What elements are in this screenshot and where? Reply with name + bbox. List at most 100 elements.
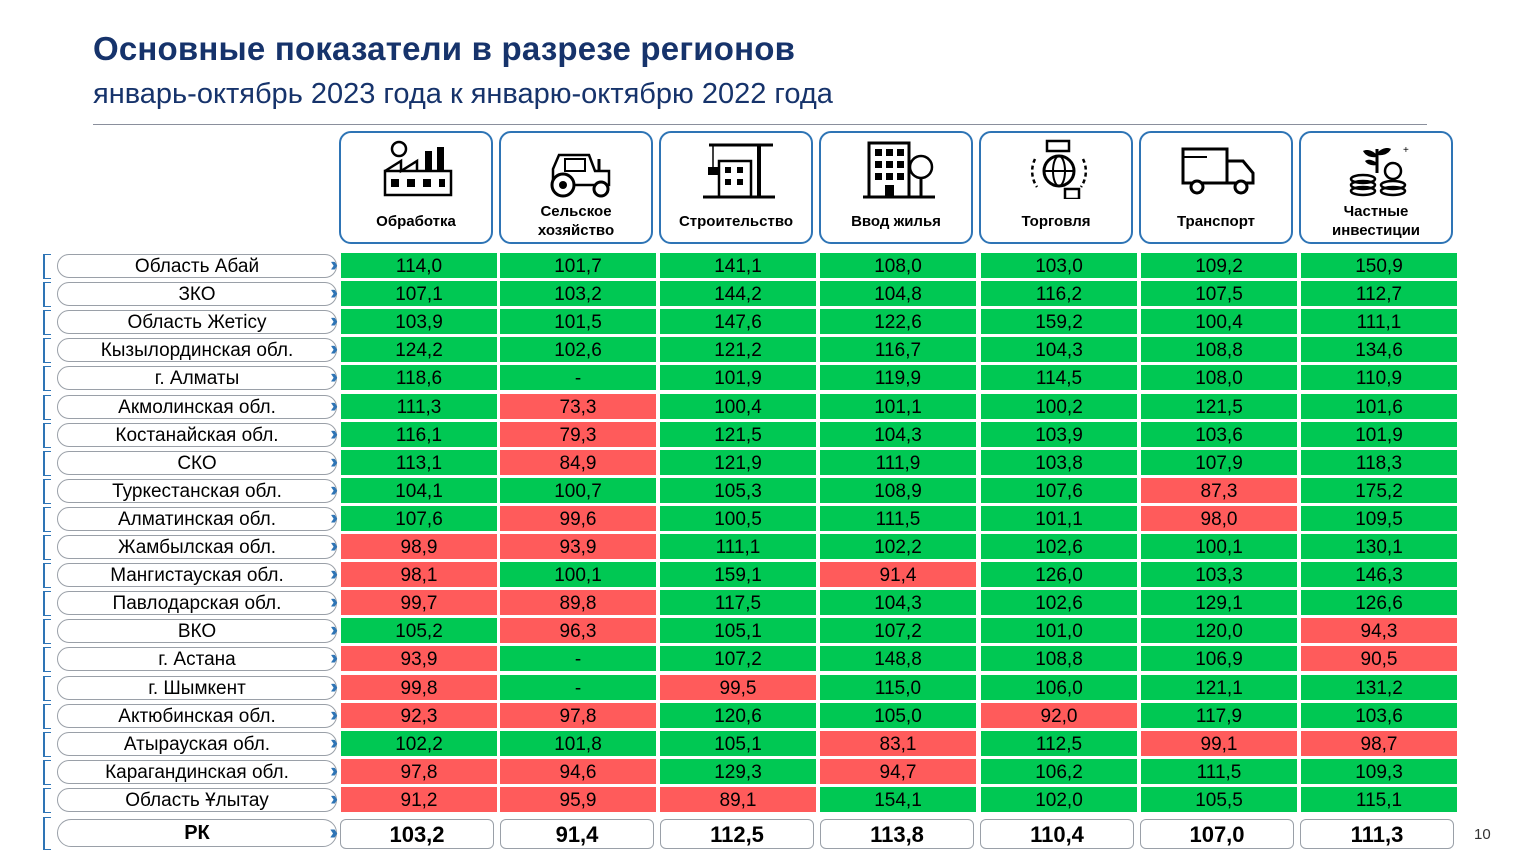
- double-chevron-icon: ››: [330, 395, 337, 417]
- value-cell: 129,1: [1141, 590, 1297, 616]
- value-cell: 105,2: [341, 618, 497, 644]
- value-cell: 102,2: [341, 730, 497, 756]
- value-cell: 109,2: [1141, 253, 1297, 278]
- table-row: г. Шымкент ›› 99,8-99,5 115,0 106,0 121,1 131,…: [0, 674, 1516, 703]
- value-cell: 99,5: [660, 674, 816, 700]
- value-cell: 107,5: [1141, 281, 1297, 307]
- region-label: Область Ұлытау ››: [57, 787, 337, 812]
- factory-icon: [383, 140, 453, 197]
- value-cell: 121,5: [660, 421, 816, 447]
- value-cell: 118,6: [341, 365, 497, 391]
- double-chevron-icon: ››: [330, 648, 337, 670]
- region-name: Атырауская обл.: [123, 733, 271, 755]
- value-cell: 100,1: [500, 562, 656, 588]
- double-chevron-icon: ››: [330, 311, 337, 333]
- region-label: Павлодарская обл. ››: [57, 591, 337, 616]
- double-chevron-icon: ››: [330, 339, 337, 361]
- table-row: Жамбылская обл. ›› 98,9 93,9 111,1 102,2 102,6…: [0, 534, 1516, 562]
- value-cell: 108,8: [1141, 337, 1297, 363]
- column-header: Строительство: [659, 131, 813, 244]
- value-cell: 106,2: [981, 758, 1137, 784]
- value-cell: 79,3: [500, 421, 656, 447]
- value-cell: 105,5: [1141, 786, 1297, 812]
- value-cell: 90,5: [1301, 646, 1457, 672]
- region-label: Туркестанская обл. ››: [57, 478, 337, 503]
- value-cell: 99,7: [341, 590, 497, 616]
- region-name: Туркестанская обл.: [112, 480, 282, 502]
- value-cell: 101,9: [660, 365, 816, 391]
- region-name: Область Абай: [134, 256, 260, 277]
- value-cell: 98,9: [341, 534, 497, 559]
- value-cell: 111,1: [660, 534, 816, 559]
- column-header-label: Частные инвестиции: [1331, 203, 1421, 239]
- value-cell: 111,5: [820, 505, 976, 531]
- region-name: Павлодарская обл.: [112, 593, 282, 615]
- value-cell: 108,0: [1141, 365, 1297, 391]
- value-cell: 97,8: [500, 702, 656, 728]
- value-cell: 87,3: [1141, 477, 1297, 503]
- column-header: Обработка: [339, 131, 493, 244]
- value-cell: 103,2: [500, 281, 656, 307]
- value-cell: 101,9: [1301, 421, 1457, 447]
- value-cell: 122,6: [820, 309, 976, 335]
- region-name: г. Астана: [158, 649, 236, 671]
- table-row: Актюбинская обл. ›› 92,3 97,8 120,6 105,0 92,0…: [0, 702, 1516, 731]
- value-cell: 103,6: [1141, 421, 1297, 447]
- value-cell: 96,3: [500, 618, 656, 644]
- value-cell: 121,1: [1141, 674, 1297, 700]
- value-cell: 101,7: [500, 253, 656, 278]
- row-bracket: [43, 478, 51, 504]
- value-cell: 154,1: [820, 786, 976, 812]
- row-bracket: [43, 394, 51, 420]
- value-cell: 104,3: [981, 337, 1137, 363]
- table-row: Область Жетісу ›› 103,9 101,5 147,6 122,6 159,…: [0, 309, 1516, 337]
- value-cell: 100,7: [500, 477, 656, 503]
- value-cell: 89,8: [500, 590, 656, 616]
- value-cell: 148,8: [820, 646, 976, 672]
- table-row: Туркестанская обл. ›› 104,1 100,7 105,3 108,9…: [0, 477, 1516, 506]
- row-bracket: [43, 647, 51, 673]
- column-header-label: Строительство: [678, 212, 794, 230]
- table-row: Атырауская обл. ›› 102,2 101,8 105,1 83,1 112,…: [0, 730, 1516, 759]
- value-cell: 100,4: [1141, 309, 1297, 335]
- region-name: Карагандинская обл.: [105, 761, 289, 783]
- region-label: ЗКО ››: [57, 282, 337, 307]
- value-cell: 117,5: [660, 590, 816, 616]
- row-bracket: [43, 619, 51, 645]
- total-value-cell: 110,4: [980, 819, 1134, 849]
- row-bracket: [43, 591, 51, 617]
- region-name: Костанайская обл.: [115, 424, 279, 446]
- region-label: Атырауская обл. ››: [57, 731, 337, 756]
- value-cell: 92,0: [981, 702, 1137, 728]
- value-cell: 107,6: [341, 505, 497, 531]
- value-cell: 98,0: [1141, 505, 1297, 531]
- column-header: Транспорт: [1139, 131, 1293, 244]
- value-cell: 100,5: [660, 505, 816, 531]
- value-cell: 101,6: [1301, 393, 1457, 419]
- region-name: ЗКО: [178, 284, 216, 306]
- value-cell: 103,6: [1301, 702, 1457, 728]
- value-cell: 101,1: [820, 393, 976, 419]
- region-name: ВКО: [177, 621, 217, 643]
- value-cell: 150,9: [1301, 253, 1457, 278]
- value-cell: -: [500, 365, 656, 391]
- page-subtitle: январь-октябрь 2023 года к январю-октябр…: [93, 78, 833, 110]
- region-label: Костанайская обл. ››: [57, 422, 337, 447]
- value-cell: -: [500, 674, 656, 700]
- double-chevron-icon: ››: [329, 822, 339, 844]
- total-row-content: РК ›› 103,2 91,4 112,5 113,8 110,4 107,0 111,3: [0, 817, 1516, 851]
- value-cell: 101,1: [981, 505, 1137, 531]
- column-header-label: Ввод жилья: [851, 212, 941, 230]
- total-value-cell: 103,2: [340, 819, 494, 849]
- double-chevron-icon: ››: [330, 760, 337, 782]
- table-row: ЗКО ›› 107,1 103,2 144,2 104,8 116,2 107,5 112,7: [0, 281, 1516, 309]
- page-number: 10: [1474, 826, 1491, 843]
- region-label: Актюбинская обл. ››: [57, 703, 337, 728]
- region-name: Область Ұлытау: [125, 789, 269, 811]
- value-cell: 83,1: [820, 730, 976, 756]
- value-cell: 146,3: [1301, 562, 1457, 588]
- value-cell: 100,1: [1141, 534, 1297, 559]
- value-cell: 95,9: [500, 786, 656, 812]
- value-cell: 108,0: [820, 253, 976, 278]
- truck-icon: [1181, 147, 1255, 195]
